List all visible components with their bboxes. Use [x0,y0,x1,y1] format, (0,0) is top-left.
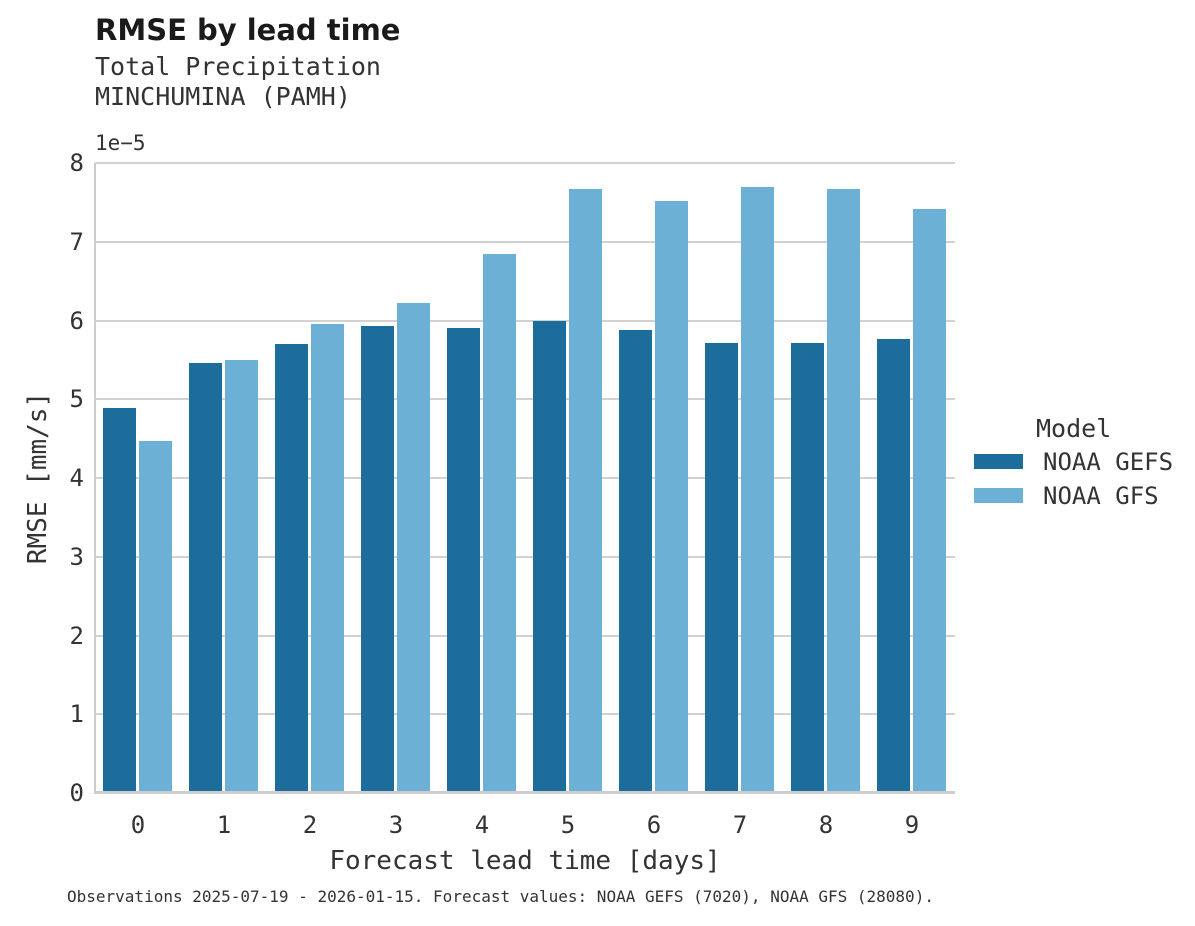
bar-noaa-gfs-lead-1 [225,359,258,793]
bar-noaa-gefs-lead-4 [447,328,480,793]
bar-noaa-gefs-lead-2 [275,344,308,793]
bar-noaa-gefs-lead-8 [791,343,824,793]
x-axis-spine [94,791,955,794]
bar-noaa-gefs-lead-6 [619,329,652,793]
gridline-y-8 [95,162,955,164]
y-axis-offset-label: 1e−5 [95,131,146,155]
bar-noaa-gfs-lead-7 [741,187,774,793]
legend-label: NOAA GFS [1043,482,1159,510]
bar-noaa-gefs-lead-7 [705,342,738,793]
gridline-y-4 [95,477,955,479]
legend-swatch-icon [974,454,1023,469]
bar-noaa-gefs-lead-3 [361,326,394,793]
x-tick-label-6: 6 [646,811,662,839]
bar-noaa-gefs-lead-0 [103,407,136,793]
y-tick-label-1: 1 [69,700,84,729]
y-tick-label-6: 6 [69,306,84,335]
caption: Observations 2025-07-19 - 2026-01-15. Fo… [67,887,934,906]
legend-title: Model [1036,414,1112,443]
x-tick-label-2: 2 [302,811,318,839]
gridline-y-3 [95,555,955,558]
chart-title: RMSE by lead time [95,13,401,47]
y-tick-label-5: 5 [69,385,84,414]
y-tick-label-2: 2 [69,621,84,650]
x-axis-label: Forecast lead time [days] [329,846,721,876]
y-tick-label-4: 4 [69,464,84,492]
gridline-y-5 [95,398,955,401]
x-tick-label-8: 8 [818,811,834,839]
bar-noaa-gefs-lead-9 [877,338,910,793]
gridline-y-2 [95,634,955,637]
x-tick-label-7: 7 [732,811,748,839]
x-tick-label-1: 1 [216,811,232,839]
y-tick-label-3: 3 [69,542,84,571]
chart-subtitle: Total Precipitation MINCHUMINA (PAMH) [95,52,381,111]
y-tick-label-8: 8 [69,149,84,177]
gridline-y-6 [95,319,955,322]
bar-noaa-gefs-lead-1 [189,363,222,793]
x-tick-label-3: 3 [388,811,404,839]
bar-noaa-gfs-lead-5 [569,189,602,793]
bar-noaa-gefs-lead-5 [533,320,566,793]
bar-noaa-gfs-lead-0 [139,441,172,793]
bar-noaa-gfs-lead-6 [655,200,688,793]
legend-label: NOAA GEFS [1043,448,1174,476]
x-tick-label-0: 0 [130,811,146,839]
bar-noaa-gfs-lead-2 [311,324,344,793]
x-tick-label-4: 4 [474,811,490,839]
bar-noaa-gfs-lead-3 [397,303,430,793]
bar-noaa-gfs-lead-4 [483,253,516,793]
plot-area [95,162,955,793]
gridline-y-7 [95,240,955,243]
y-tick-label-7: 7 [69,227,84,256]
x-tick-label-9: 9 [904,811,920,839]
x-tick-label-5: 5 [560,811,576,839]
y-tick-label-0: 0 [69,779,84,807]
gridline-y-1 [95,713,955,716]
bar-noaa-gfs-lead-9 [913,208,946,793]
y-axis-label: RMSE [mm/s] [23,391,53,565]
bar-noaa-gfs-lead-8 [827,189,860,793]
legend-swatch-icon [974,488,1023,503]
